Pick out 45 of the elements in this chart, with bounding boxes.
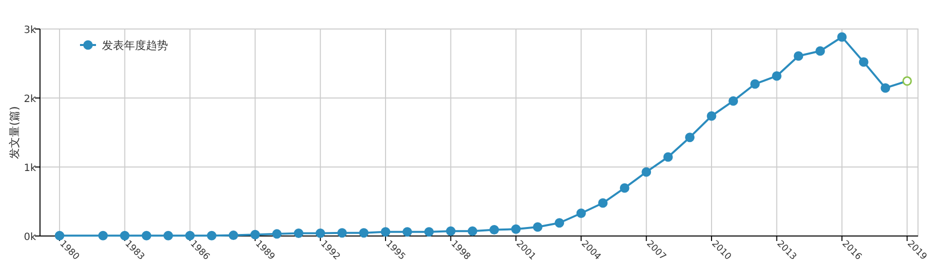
point bbox=[511, 224, 521, 234]
point bbox=[706, 111, 716, 121]
point bbox=[185, 230, 195, 240]
point bbox=[359, 228, 369, 238]
point bbox=[120, 230, 130, 240]
point bbox=[772, 71, 782, 81]
point bbox=[663, 152, 673, 162]
point bbox=[206, 230, 216, 240]
point bbox=[598, 198, 608, 208]
point bbox=[250, 230, 260, 240]
point bbox=[837, 32, 847, 42]
point bbox=[576, 208, 586, 218]
point bbox=[316, 228, 326, 238]
point bbox=[142, 230, 152, 240]
point bbox=[554, 218, 564, 228]
point bbox=[163, 230, 173, 240]
y-tick-label: 0k bbox=[24, 232, 36, 243]
y-tick-label: 2k bbox=[24, 94, 36, 105]
y-tick-label: 1k bbox=[24, 163, 36, 174]
point bbox=[228, 230, 238, 240]
point bbox=[489, 225, 499, 235]
point bbox=[794, 51, 804, 61]
point bbox=[728, 96, 738, 106]
point bbox=[424, 227, 434, 237]
point bbox=[54, 230, 64, 240]
point bbox=[685, 132, 695, 142]
y-tick-label: 3k bbox=[24, 25, 36, 36]
point bbox=[620, 183, 630, 193]
point bbox=[880, 83, 890, 93]
point bbox=[902, 76, 912, 86]
point bbox=[98, 230, 108, 240]
point bbox=[402, 227, 412, 237]
point bbox=[294, 228, 304, 238]
point bbox=[815, 46, 825, 56]
point bbox=[532, 222, 542, 232]
point bbox=[468, 226, 478, 236]
point bbox=[337, 228, 347, 238]
point bbox=[272, 229, 282, 239]
point bbox=[750, 79, 760, 89]
point bbox=[858, 57, 868, 67]
y-axis-title: 发文量(篇) bbox=[8, 106, 21, 159]
point bbox=[380, 227, 390, 237]
point bbox=[642, 167, 652, 177]
point bbox=[446, 226, 456, 236]
legend-label: 发表年度趋势 bbox=[102, 39, 168, 52]
